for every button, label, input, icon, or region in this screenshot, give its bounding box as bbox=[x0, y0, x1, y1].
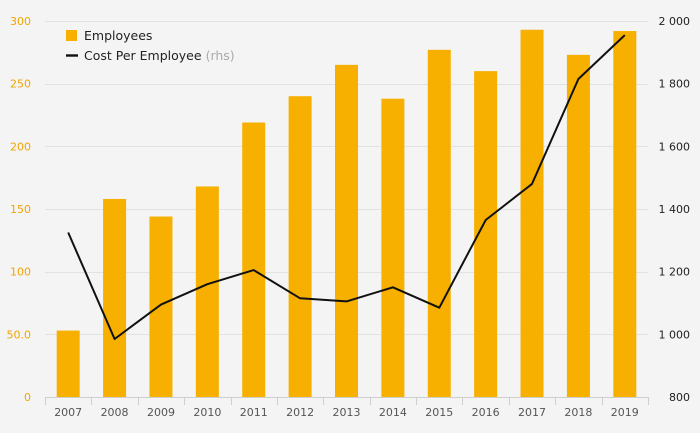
y-right-tick-label: 1 200 bbox=[659, 266, 691, 279]
legend-employees-label: Employees bbox=[84, 28, 152, 43]
bar-employees bbox=[520, 29, 544, 397]
bar-employees bbox=[149, 216, 173, 397]
y-left-tick-label: 300 bbox=[10, 15, 31, 28]
x-tick-label: 2007 bbox=[54, 406, 82, 419]
legend-employees-swatch bbox=[66, 30, 77, 41]
bar-employees bbox=[242, 122, 266, 398]
bar-employees bbox=[56, 330, 80, 397]
y-right-tick-label: 1 800 bbox=[659, 78, 691, 91]
bar-employees bbox=[427, 49, 451, 398]
bar-employees bbox=[103, 198, 127, 397]
x-tick-label: 2010 bbox=[193, 406, 221, 419]
y-left-tick-label: 250 bbox=[10, 78, 31, 91]
x-tick-label: 2018 bbox=[564, 406, 592, 419]
bar-employees bbox=[381, 98, 405, 397]
y-right-tick-label: 800 bbox=[669, 391, 690, 404]
x-tick-label: 2012 bbox=[286, 406, 314, 419]
x-tick-label: 2016 bbox=[472, 406, 500, 419]
bar-employees bbox=[288, 96, 312, 397]
x-tick-label: 2017 bbox=[518, 406, 546, 419]
y-right-tick-label: 1 400 bbox=[659, 203, 691, 216]
x-tick-label: 2008 bbox=[101, 406, 129, 419]
y-right-tick-label: 2 000 bbox=[659, 15, 691, 28]
line-cost-per-employee bbox=[67, 34, 626, 340]
bar-employees bbox=[566, 54, 590, 398]
employees-bars bbox=[56, 29, 637, 398]
y-right-tick-label: 1 000 bbox=[659, 328, 691, 341]
cost-per-employee-line-group bbox=[67, 34, 626, 340]
axes: 0 50.0 100 150 200 250 300 800 1 000 1 200 1 400 1 … bbox=[7, 15, 691, 419]
y-left-tick-label: 50.0 bbox=[7, 328, 32, 341]
bar-employees bbox=[613, 31, 637, 397]
x-tick-label: 2011 bbox=[240, 406, 268, 419]
bar-employees bbox=[335, 64, 358, 397]
legend-cost-per-employee-label: Cost Per Employee (rhs) bbox=[84, 48, 235, 63]
bar-employees bbox=[195, 186, 219, 397]
x-tick-label: 2013 bbox=[333, 406, 361, 419]
x-tick-label: 2014 bbox=[379, 406, 407, 419]
legend: Employees Cost Per Employee (rhs) bbox=[66, 28, 235, 63]
legend-rhs-suffix: (rhs) bbox=[206, 48, 235, 63]
bar-employees bbox=[474, 71, 498, 397]
x-tick-label: 2019 bbox=[611, 406, 639, 419]
x-tick-label: 2009 bbox=[147, 406, 175, 419]
y-left-tick-label: 0 bbox=[24, 391, 31, 404]
y-right-tick-label: 1 600 bbox=[659, 140, 691, 153]
y-left-tick-label: 150 bbox=[10, 203, 31, 216]
x-tick-label: 2015 bbox=[425, 406, 453, 419]
y-left-tick-label: 200 bbox=[10, 140, 31, 153]
y-left-tick-label: 100 bbox=[10, 266, 31, 279]
